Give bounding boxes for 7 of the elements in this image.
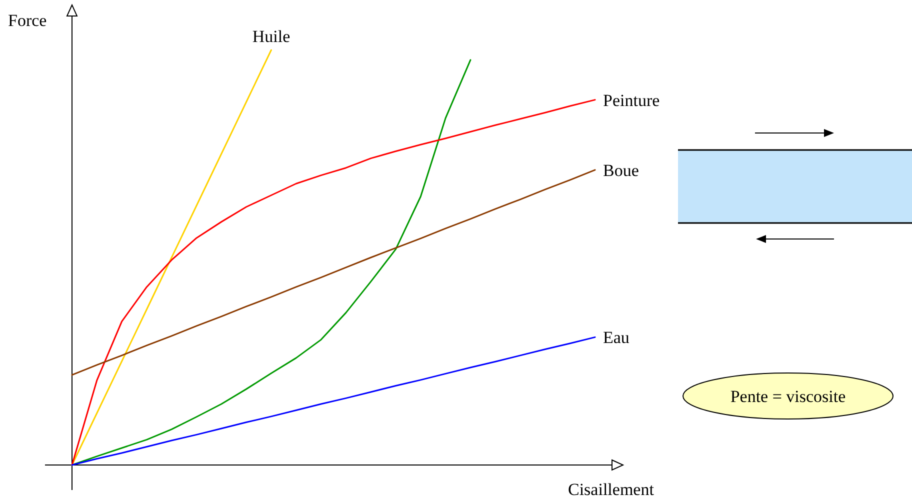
- series-label: Peinture: [603, 90, 660, 110]
- text: Pente = viscosite: [730, 387, 846, 406]
- x-axis-title: Cisaillement: [568, 480, 654, 497]
- y-axis-title: Force: [8, 11, 47, 30]
- series-label: Huile: [252, 27, 290, 46]
- series-label: Boue: [603, 160, 639, 180]
- series-label: Eau: [603, 328, 630, 348]
